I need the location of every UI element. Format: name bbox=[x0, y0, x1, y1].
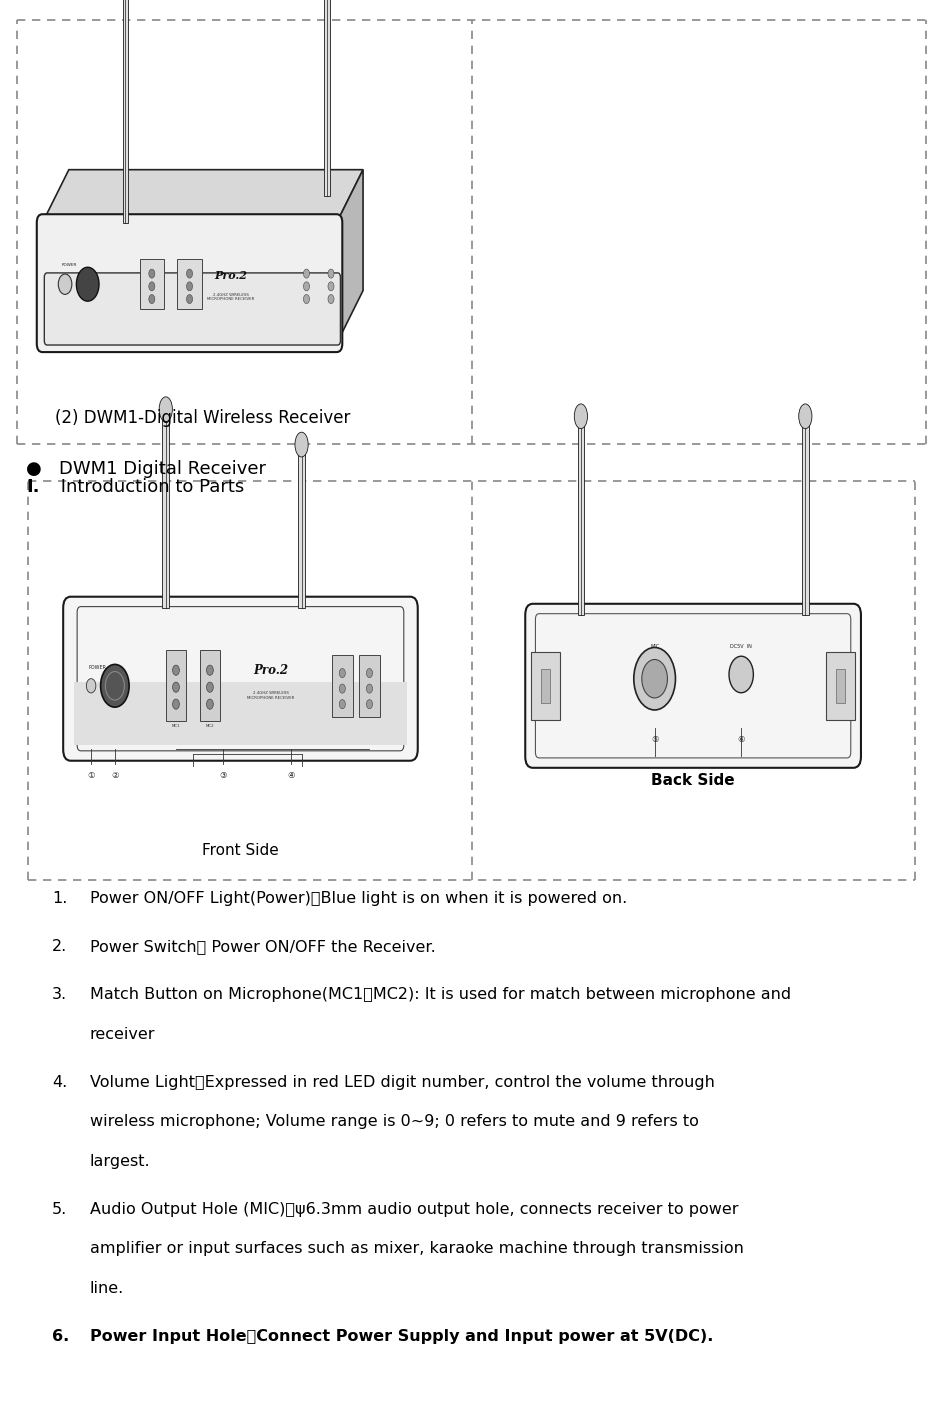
Circle shape bbox=[367, 669, 372, 677]
Text: 1.: 1. bbox=[52, 891, 67, 906]
Text: POWER: POWER bbox=[89, 665, 107, 670]
FancyBboxPatch shape bbox=[162, 417, 169, 608]
Text: Pro.2: Pro.2 bbox=[215, 270, 247, 281]
Circle shape bbox=[339, 669, 345, 677]
Circle shape bbox=[304, 294, 309, 304]
FancyBboxPatch shape bbox=[324, 0, 330, 197]
Circle shape bbox=[149, 281, 155, 291]
Text: ③: ③ bbox=[220, 771, 227, 779]
Circle shape bbox=[339, 684, 345, 693]
FancyBboxPatch shape bbox=[525, 604, 861, 768]
Circle shape bbox=[187, 281, 192, 291]
Circle shape bbox=[87, 679, 96, 693]
Circle shape bbox=[76, 267, 99, 301]
Ellipse shape bbox=[574, 404, 587, 428]
Text: Back Side: Back Side bbox=[652, 772, 735, 788]
Circle shape bbox=[729, 656, 753, 693]
Circle shape bbox=[187, 269, 192, 279]
FancyBboxPatch shape bbox=[63, 597, 418, 761]
FancyBboxPatch shape bbox=[802, 424, 809, 615]
FancyBboxPatch shape bbox=[359, 655, 380, 717]
Text: MIC: MIC bbox=[650, 643, 659, 649]
Ellipse shape bbox=[295, 433, 308, 457]
Circle shape bbox=[106, 672, 124, 700]
Circle shape bbox=[207, 699, 213, 710]
Circle shape bbox=[642, 659, 668, 699]
Text: Introduction to Parts: Introduction to Parts bbox=[55, 478, 244, 496]
Text: Audio Output Hole (MIC)：ψ6.3mm audio output hole, connects receiver to power: Audio Output Hole (MIC)：ψ6.3mm audio out… bbox=[90, 1202, 738, 1217]
Text: Power ON/OFF Light(Power)：Blue light is on when it is powered on.: Power ON/OFF Light(Power)：Blue light is … bbox=[90, 891, 627, 906]
Text: ④: ④ bbox=[288, 771, 295, 779]
FancyBboxPatch shape bbox=[177, 260, 202, 310]
FancyBboxPatch shape bbox=[200, 650, 221, 721]
Text: 3.: 3. bbox=[52, 987, 67, 1003]
FancyBboxPatch shape bbox=[74, 682, 406, 745]
Text: DC5V  IN: DC5V IN bbox=[730, 643, 753, 649]
FancyBboxPatch shape bbox=[541, 669, 551, 703]
Circle shape bbox=[304, 281, 309, 291]
Ellipse shape bbox=[799, 404, 812, 428]
Polygon shape bbox=[337, 170, 363, 344]
Text: amplifier or input surfaces such as mixer, karaoke machine through transmission: amplifier or input surfaces such as mixe… bbox=[90, 1241, 743, 1257]
Text: 6.: 6. bbox=[52, 1329, 69, 1345]
FancyBboxPatch shape bbox=[166, 650, 187, 721]
Circle shape bbox=[339, 700, 345, 708]
Text: I.: I. bbox=[26, 478, 40, 496]
Text: (2) DWM1-Digital Wireless Receiver: (2) DWM1-Digital Wireless Receiver bbox=[55, 409, 350, 427]
Text: wireless microphone; Volume range is 0~9; 0 refers to mute and 9 refers to: wireless microphone; Volume range is 0~9… bbox=[90, 1114, 699, 1130]
Circle shape bbox=[173, 665, 179, 676]
Text: MC2: MC2 bbox=[206, 724, 214, 728]
Text: Front Side: Front Side bbox=[202, 843, 279, 858]
Text: Pro.2: Pro.2 bbox=[254, 663, 289, 677]
Circle shape bbox=[58, 274, 72, 294]
FancyBboxPatch shape bbox=[298, 452, 305, 608]
Circle shape bbox=[173, 699, 179, 710]
Circle shape bbox=[328, 281, 334, 291]
Circle shape bbox=[101, 665, 129, 707]
Circle shape bbox=[328, 294, 334, 304]
Text: ⑥: ⑥ bbox=[737, 735, 745, 744]
Text: Power Switch： Power ON/OFF the Receiver.: Power Switch： Power ON/OFF the Receiver. bbox=[90, 939, 436, 954]
Circle shape bbox=[149, 294, 155, 304]
Circle shape bbox=[367, 700, 372, 708]
FancyBboxPatch shape bbox=[44, 273, 340, 345]
Text: Volume Light：Expressed in red LED digit number, control the volume through: Volume Light：Expressed in red LED digit … bbox=[90, 1075, 715, 1090]
Text: 2.: 2. bbox=[52, 939, 67, 954]
Circle shape bbox=[149, 269, 155, 279]
Circle shape bbox=[328, 269, 334, 279]
FancyBboxPatch shape bbox=[835, 669, 846, 703]
Circle shape bbox=[304, 269, 309, 279]
Circle shape bbox=[187, 294, 192, 304]
FancyBboxPatch shape bbox=[332, 655, 353, 717]
Text: ①: ① bbox=[88, 771, 95, 779]
Text: MC1: MC1 bbox=[172, 724, 180, 728]
Text: 4.: 4. bbox=[52, 1075, 67, 1090]
FancyBboxPatch shape bbox=[140, 260, 164, 310]
FancyBboxPatch shape bbox=[578, 424, 585, 615]
Circle shape bbox=[207, 682, 213, 693]
Text: line.: line. bbox=[90, 1281, 124, 1297]
Text: ②: ② bbox=[111, 771, 119, 779]
Text: POWER: POWER bbox=[61, 263, 76, 267]
Text: ⑤: ⑤ bbox=[651, 735, 658, 744]
Text: ●   DWM1 Digital Receiver: ● DWM1 Digital Receiver bbox=[26, 460, 267, 478]
FancyBboxPatch shape bbox=[826, 652, 855, 720]
Text: largest.: largest. bbox=[90, 1154, 150, 1169]
Polygon shape bbox=[42, 170, 363, 223]
Text: receiver: receiver bbox=[90, 1027, 155, 1042]
Text: Match Button on Microphone(MC1、MC2): It is used for match between microphone and: Match Button on Microphone(MC1、MC2): It … bbox=[90, 987, 791, 1003]
Circle shape bbox=[207, 665, 213, 676]
Text: 2.4GHZ WIRELESS
MICROPHONE RECEIVER: 2.4GHZ WIRELESS MICROPHONE RECEIVER bbox=[247, 691, 294, 700]
Circle shape bbox=[367, 684, 372, 693]
FancyBboxPatch shape bbox=[37, 214, 342, 352]
FancyBboxPatch shape bbox=[123, 0, 128, 223]
Text: Power Input Hole：Connect Power Supply and Input power at 5V(DC).: Power Input Hole：Connect Power Supply an… bbox=[90, 1329, 713, 1345]
FancyBboxPatch shape bbox=[531, 652, 560, 720]
Circle shape bbox=[634, 648, 675, 710]
Text: 2.4GHZ WIRELESS
MICROPHONE RECEIVER: 2.4GHZ WIRELESS MICROPHONE RECEIVER bbox=[207, 293, 255, 301]
Circle shape bbox=[173, 682, 179, 693]
Text: 5.: 5. bbox=[52, 1202, 67, 1217]
Ellipse shape bbox=[159, 397, 173, 421]
